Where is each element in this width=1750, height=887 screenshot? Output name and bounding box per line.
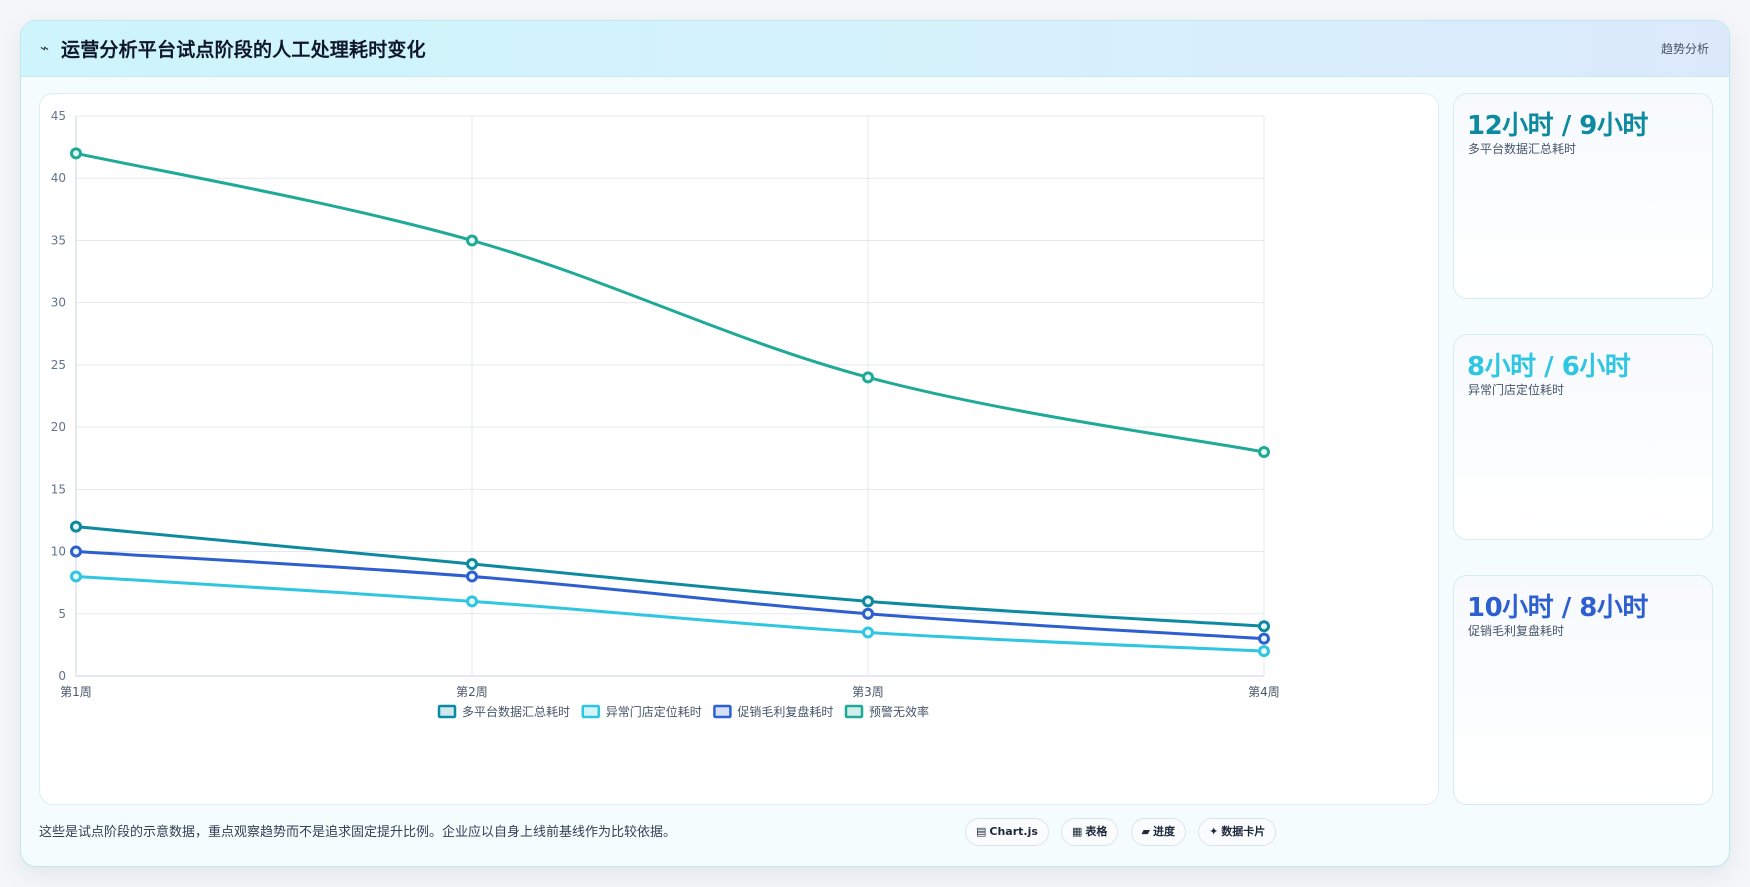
legend-label: 促销毛利复盘耗时 — [737, 704, 833, 719]
data-point — [70, 545, 82, 558]
stat-value: 8小时 / 6小时 — [1467, 352, 1631, 382]
data-point — [70, 520, 82, 533]
y-tick-label: 5 — [58, 607, 66, 621]
legend-label: 异常门店定位耗时 — [606, 704, 702, 719]
y-tick-label: 45 — [51, 109, 66, 123]
x-tick-label: 第4周 — [1248, 685, 1280, 699]
legend-label: 预警无效率 — [869, 704, 929, 719]
stat-card-promo-margin: 10小时 / 8小时 促销毛利复盘耗时 — [1453, 575, 1713, 805]
stat-card-aggregation: 12小时 / 9小时 多平台数据汇总耗时 — [1453, 93, 1713, 299]
data-point — [1258, 645, 1270, 658]
stat-value: 12小时 / 9小时 — [1467, 111, 1648, 141]
data-point — [862, 626, 874, 639]
data-point — [1258, 632, 1270, 645]
y-tick-label: 25 — [51, 358, 66, 372]
legend-swatch — [713, 704, 732, 719]
y-tick-label: 40 — [51, 171, 66, 185]
chip-table[interactable]: ▦ 表格 — [1061, 818, 1119, 846]
legend-swatch — [844, 704, 864, 719]
data-point — [466, 234, 478, 247]
y-tick-label: 10 — [51, 545, 66, 559]
data-point — [862, 607, 874, 620]
data-point — [70, 570, 82, 583]
tech-chips: ▤ Chart.js ▦ 表格 ▰ 进度 ✦ 数据卡片 — [965, 818, 1283, 846]
series-line — [74, 151, 1266, 454]
stat-label: 促销毛利复盘耗时 — [1468, 624, 1565, 638]
data-point — [862, 595, 874, 608]
data-point — [466, 570, 478, 583]
chip-label: 表格 — [1085, 825, 1108, 838]
chip-data-card[interactable]: ✦ 数据卡片 — [1198, 818, 1277, 846]
stat-card-store-anomaly: 8小时 / 6小时 异常门店定位耗时 — [1453, 334, 1713, 540]
page-title: 运营分析平台试点阶段的人工处理耗时变化 — [61, 39, 426, 61]
chip-label: Chart.js — [989, 825, 1038, 838]
chip-label: 数据卡片 — [1221, 825, 1266, 838]
table-icon: ▦ — [1072, 825, 1083, 838]
pulse-icon: ⌁ — [40, 39, 50, 57]
chip-label: 进度 — [1152, 825, 1175, 838]
footnote: 这些是试点阶段的示意数据，重点观察趋势而不是追求固定提升比例。企业应以自身上线前… — [39, 825, 677, 840]
analysis-panel: ⌁ 运营分析平台试点阶段的人工处理耗时变化 趋势分析 0 5 10 15 20 25 30 3… — [20, 20, 1730, 867]
chart-icon: ▤ — [976, 825, 987, 838]
data-point — [70, 147, 82, 160]
data-point — [466, 595, 478, 608]
trend-analysis-badge: 趋势分析 — [1660, 42, 1709, 56]
data-point — [466, 558, 478, 570]
x-tick-label: 第1周 — [60, 685, 92, 699]
legend-swatch — [581, 704, 601, 719]
legend-swatch — [437, 704, 457, 719]
card-icon: ✦ — [1209, 825, 1219, 838]
y-tick-label: 30 — [51, 296, 66, 310]
x-tick-label: 第2周 — [456, 685, 488, 699]
chip-progress[interactable]: ▰ 进度 — [1130, 818, 1186, 846]
stat-label: 异常门店定位耗时 — [1468, 383, 1565, 397]
legend-label: 多平台数据汇总耗时 — [462, 704, 570, 719]
y-tick-label: 15 — [51, 482, 66, 496]
data-point — [862, 371, 874, 384]
data-point — [1258, 620, 1270, 633]
stat-value: 10小时 / 8小时 — [1467, 593, 1648, 623]
data-point — [1258, 446, 1270, 458]
y-tick-label: 35 — [51, 233, 66, 247]
series-line — [74, 550, 1266, 641]
y-tick-label: 0 — [58, 669, 66, 683]
panel-header: ⌁ 运营分析平台试点阶段的人工处理耗时变化 趋势分析 — [21, 21, 1729, 77]
series-line — [74, 574, 1266, 653]
x-tick-label: 第3周 — [852, 685, 884, 699]
y-tick-label: 20 — [51, 420, 66, 434]
stat-label: 多平台数据汇总耗时 — [1468, 142, 1577, 156]
chip-chartjs[interactable]: ▤ Chart.js — [965, 818, 1049, 846]
chart-card: 0 5 10 15 20 25 30 35 40 45 第1周 第2周 第3周 第4周多平台数据汇总耗时 异… — [39, 93, 1439, 805]
series-line — [74, 525, 1266, 628]
progress-icon: ▰ — [1141, 825, 1150, 838]
